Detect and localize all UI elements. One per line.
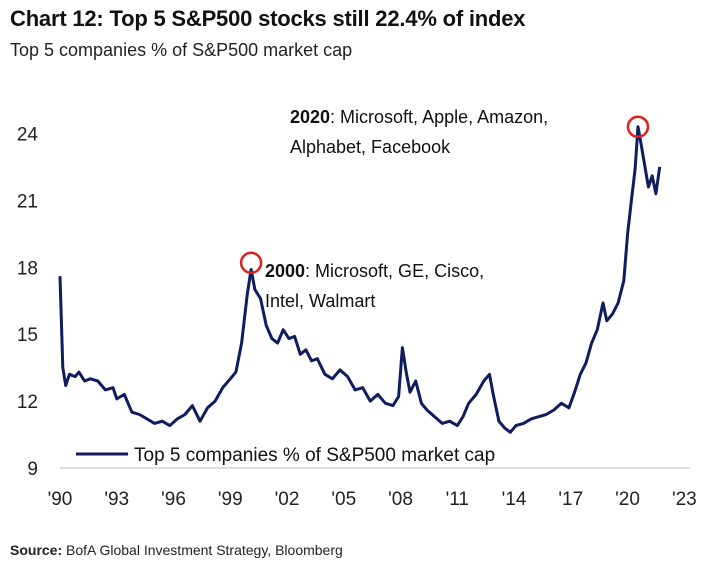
x-axis-ticks: '90 '93 '96 '99 '02 '05 '08 '11 '14 '17 '20 '23 [48, 489, 697, 510]
source-text: BofA Global Investment Strategy, Bloombe… [66, 542, 343, 558]
annotation-2000: 2000: Microsoft, GE, Cisco, [265, 261, 484, 281]
y-tick-label: 21 [17, 191, 38, 212]
x-tick-label: '23 [672, 489, 697, 510]
series-group [58, 125, 662, 434]
x-tick-label: '08 [388, 489, 413, 510]
x-tick-label: '11 [446, 489, 469, 510]
source-note: Source: BofA Global Investment Strategy,… [10, 542, 343, 558]
legend: Top 5 companies % of S&P500 market cap [76, 445, 495, 466]
annotation-2000-year: 2000 [265, 261, 305, 281]
y-tick-label: 15 [17, 325, 38, 346]
y-tick-label: 24 [17, 124, 39, 145]
annotation-2020-year: 2020 [290, 107, 330, 127]
peak-marker [239, 251, 263, 275]
x-tick-label: '02 [275, 489, 300, 510]
chart-subtitle: Top 5 companies % of S&P500 market cap [10, 40, 353, 60]
chart-title: Chart 12: Top 5 S&P500 stocks still 22.4… [10, 6, 526, 31]
y-tick-label: 9 [27, 459, 38, 480]
source-label: Source: [10, 542, 63, 558]
y-tick-label: 18 [17, 258, 38, 279]
x-tick-label: '99 [218, 489, 243, 510]
x-tick-label: '90 [48, 489, 73, 510]
y-axis-ticks: 9 12 15 18 21 24 [17, 124, 39, 480]
annotation-2000-text: : Microsoft, GE, Cisco, [305, 261, 484, 281]
annotation-2020-line2: Alphabet, Facebook [290, 137, 451, 157]
peak-marker [626, 115, 650, 139]
x-tick-label: '17 [558, 489, 583, 510]
series-line [58, 125, 662, 434]
legend-label: Top 5 companies % of S&P500 market cap [134, 445, 495, 466]
x-tick-label: '14 [502, 489, 527, 510]
annotation-2020-text: : Microsoft, Apple, Amazon, [330, 107, 548, 127]
x-tick-label: '20 [615, 489, 640, 510]
x-tick-label: '93 [104, 489, 129, 510]
x-tick-label: '05 [331, 489, 356, 510]
x-tick-label: '96 [161, 489, 186, 510]
annotation-2000-line2: Intel, Walmart [265, 291, 375, 311]
annotation-2020: 2020: Microsoft, Apple, Amazon, [290, 107, 548, 127]
annotation-markers [239, 115, 650, 275]
y-tick-label: 12 [17, 392, 38, 413]
